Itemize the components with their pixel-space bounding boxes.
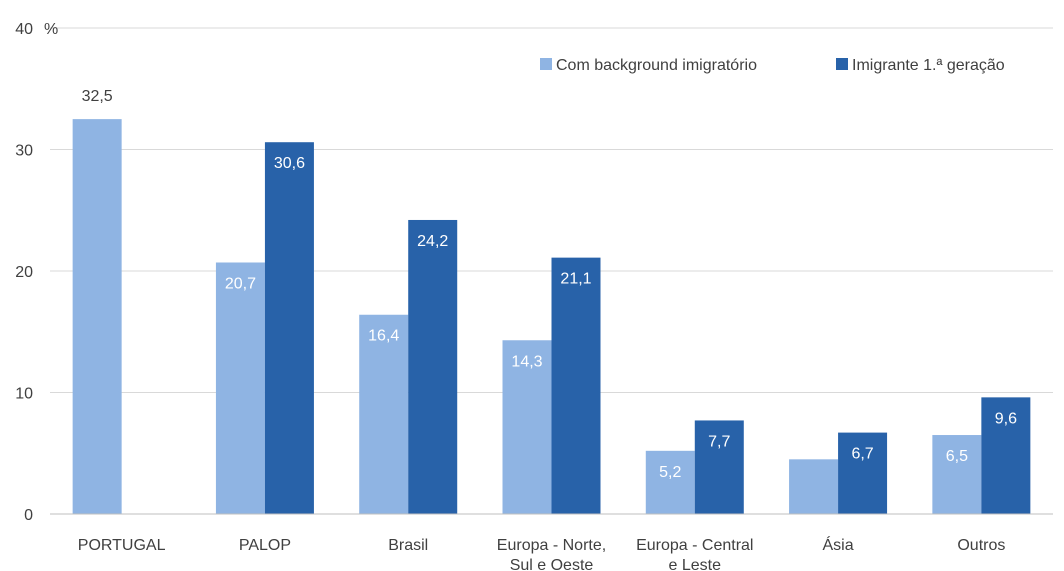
bar-imigrante-1-geracao <box>264 142 314 514</box>
bar-imigrante-1-geracao <box>408 219 458 514</box>
bar-com-background <box>645 450 695 514</box>
y-tick-label: 40 <box>15 21 33 38</box>
bar-com-background <box>359 314 409 514</box>
bar-imigrante-1-geracao <box>838 432 888 514</box>
data-label: 7,7 <box>708 433 730 450</box>
x-tick-label: Outros <box>957 537 1005 554</box>
x-tick-label: Europa - Norte, <box>497 537 606 554</box>
data-label: 9,6 <box>995 410 1017 427</box>
x-tick-label: Sul e Oeste <box>510 557 594 571</box>
bar-com-background <box>72 119 122 514</box>
legend-swatch-imigrante <box>836 58 848 70</box>
data-label: 6,5 <box>946 448 968 465</box>
y-axis: % 0 10 20 30 40 <box>15 21 58 524</box>
y-tick-label: 0 <box>24 507 33 524</box>
legend-swatch-com-background <box>540 58 552 70</box>
legend-label: Imigrante 1.ª geração <box>852 57 1005 74</box>
y-tick-label: 30 <box>15 143 33 160</box>
x-tick-label: PORTUGAL <box>78 537 166 554</box>
y-tick-label: 10 <box>15 386 33 403</box>
x-tick-label: Ásia <box>823 535 854 554</box>
bar-imigrante-1-geracao <box>694 420 744 514</box>
bar-com-background <box>215 262 265 514</box>
bar-imigrante-1-geracao <box>551 257 601 514</box>
x-axis: PORTUGAL PALOP Brasil Europa - Norte, Sul e … <box>50 513 1053 571</box>
bar-com-background <box>789 459 839 514</box>
data-label: 20,7 <box>225 275 256 292</box>
bar-com-background <box>502 340 552 514</box>
data-label: 32,5 <box>82 88 113 105</box>
x-tick-label: PALOP <box>239 537 291 554</box>
y-axis-unit: % <box>44 21 58 38</box>
data-label: 4,5 <box>802 434 824 451</box>
bars: 32,5 20,7 30,6 16,4 24,2 14,3 21,1 5,2 7,7 4,5 6,7… <box>72 88 1031 514</box>
x-tick-label: e Leste <box>669 557 722 571</box>
data-label: 16,4 <box>368 328 399 345</box>
x-tick-label: Brasil <box>388 537 428 554</box>
data-label: 5,2 <box>659 464 681 481</box>
bar-com-background <box>932 435 982 514</box>
x-tick-label: Europa - Central <box>636 537 753 554</box>
legend: Com background imigratório Imigrante 1.ª … <box>540 57 1005 74</box>
data-label: 30,6 <box>274 155 305 172</box>
data-label: 24,2 <box>417 233 448 250</box>
legend-label: Com background imigratório <box>556 57 757 74</box>
data-label: 21,1 <box>560 271 591 288</box>
bar-imigrante-1-geracao <box>981 397 1031 514</box>
y-tick-label: 20 <box>15 264 33 281</box>
data-label: 6,7 <box>851 446 873 463</box>
data-label: 14,3 <box>511 353 542 370</box>
